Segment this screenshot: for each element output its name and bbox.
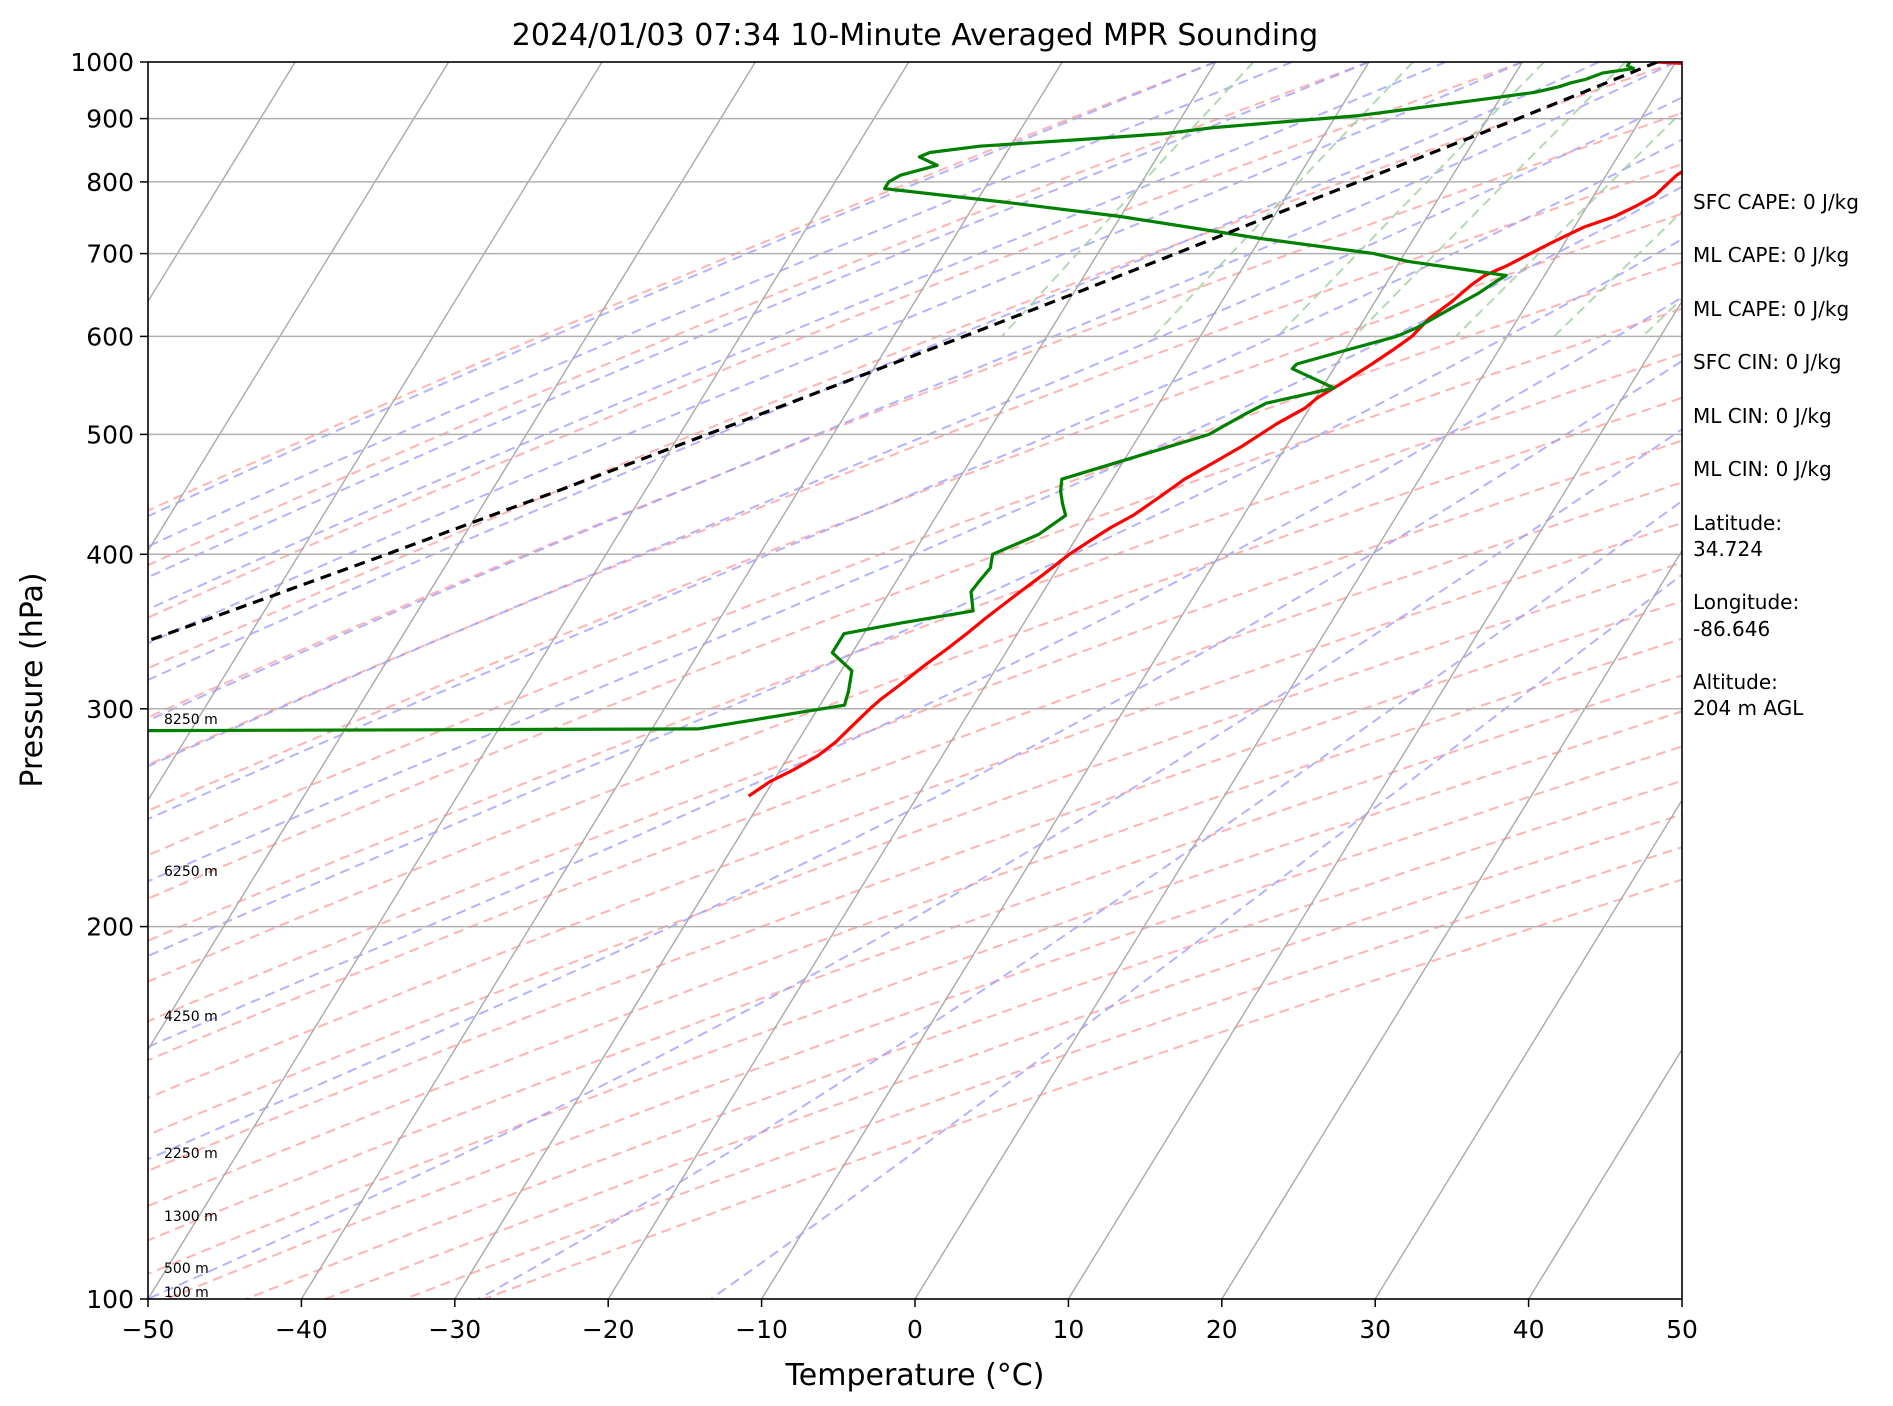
isotherm xyxy=(148,62,450,553)
height-label: 2250 m xyxy=(164,1146,218,1162)
isotherm xyxy=(148,62,603,802)
altitude-label: Altitude: xyxy=(1693,670,1778,694)
mixing-ratio-line xyxy=(1455,110,1682,338)
isotherm xyxy=(1067,299,1682,1299)
isotherm xyxy=(761,62,1523,1299)
isotherm xyxy=(1221,549,1682,1299)
chart-title: 2024/01/03 07:34 10-Minute Averaged MPR … xyxy=(512,18,1318,53)
dry-adiabat xyxy=(148,260,1682,857)
parcel-path-line xyxy=(148,62,1658,643)
moist-adiabat xyxy=(148,62,1600,682)
moist-adiabat xyxy=(148,238,1682,958)
temperature-line xyxy=(747,62,1682,798)
ml-cape-text-2: ML CAPE: 0 J/kg xyxy=(1693,297,1849,321)
moist-adiabat xyxy=(148,185,1682,883)
height-label: 8250 m xyxy=(164,712,218,728)
sfc-cin-text: SFC CIN: 0 J/kg xyxy=(1693,350,1841,374)
moist-adiabat xyxy=(148,138,1682,821)
moist-adiabat xyxy=(148,428,1682,1299)
sounding-info-panel: SFC CAPE: 0 J/kg ML CAPE: 0 J/kg ML CAPE… xyxy=(1693,190,1859,720)
isotherm xyxy=(148,62,756,1051)
dry-adiabat xyxy=(148,352,1682,942)
y-tick-label: 900 xyxy=(86,105,134,134)
moist-adiabat xyxy=(148,62,1216,518)
y-tick-label: 300 xyxy=(86,695,134,724)
moist-adiabat xyxy=(148,62,1293,548)
x-tick-label: 40 xyxy=(1513,1315,1545,1344)
y-tick-label: 800 xyxy=(86,168,134,197)
sounding-lines xyxy=(148,62,1682,798)
dry-adiabat xyxy=(148,62,1370,567)
mixing-ratio-line xyxy=(1553,210,1682,338)
isotherm xyxy=(300,62,1063,1299)
y-tick-label: 500 xyxy=(86,420,134,449)
x-tick-label: −10 xyxy=(735,1315,788,1344)
x-tick-label: 30 xyxy=(1359,1315,1391,1344)
height-labels: 8250 m 6250 m 4250 m 2250 m 1300 m 500 m… xyxy=(164,712,218,1301)
isotherm xyxy=(1528,1048,1682,1299)
ml-cape-text: ML CAPE: 0 J/kg xyxy=(1693,243,1849,267)
dewpoint-line xyxy=(148,62,1636,733)
y-tick-label: 700 xyxy=(86,240,134,269)
isotherm xyxy=(607,62,1370,1299)
x-tick-label: −20 xyxy=(582,1315,635,1344)
ml-cin-text-2: ML CIN: 0 J/kg xyxy=(1693,457,1832,481)
altitude-value: 204 m AGL xyxy=(1693,696,1804,720)
height-label: 6250 m xyxy=(164,864,218,880)
x-tick-label: −50 xyxy=(122,1315,175,1344)
latitude-label: Latitude: xyxy=(1693,511,1782,535)
y-tick-label: 200 xyxy=(86,913,134,942)
height-label: 500 m xyxy=(164,1261,209,1277)
moist-adiabat xyxy=(148,296,1682,1049)
pressure-gridlines xyxy=(148,117,1682,928)
ml-cin-text: ML CIN: 0 J/kg xyxy=(1693,404,1832,428)
dry-adiabat xyxy=(148,396,1682,983)
moist-adiabat xyxy=(710,573,1682,1299)
isotherm xyxy=(454,62,1217,1299)
dry-adiabat xyxy=(148,62,1677,670)
moist-adiabat xyxy=(148,96,1682,768)
height-label: 100 m xyxy=(164,1285,209,1301)
moist-adiabat xyxy=(148,62,1523,645)
isotherm xyxy=(148,62,910,1299)
isotherm xyxy=(914,62,1677,1299)
moist-adiabat xyxy=(148,62,1370,579)
y-tick-label: 100 xyxy=(86,1285,134,1314)
x-tick-label: −40 xyxy=(275,1315,328,1344)
isotherm xyxy=(1374,798,1682,1299)
longitude-label: Longitude: xyxy=(1693,590,1799,614)
y-axis-label: Pressure (hPa) xyxy=(15,572,50,787)
x-axis-ticks: −50 −40 −30 −20 −10 0 10 20 30 40 50 xyxy=(122,1299,1698,1344)
y-tick-label: 400 xyxy=(86,540,134,569)
x-axis-label: Temperature (°C) xyxy=(785,1358,1045,1393)
longitude-value: -86.646 xyxy=(1693,617,1770,641)
dry-adiabat xyxy=(148,212,1682,812)
x-tick-label: 0 xyxy=(907,1315,923,1344)
y-tick-label: 1000 xyxy=(70,48,134,77)
dry-adiabat xyxy=(148,307,1682,900)
x-tick-label: 50 xyxy=(1666,1315,1698,1344)
height-label: 4250 m xyxy=(164,1009,218,1025)
latitude-value: 34.724 xyxy=(1693,537,1763,561)
x-tick-label: −30 xyxy=(428,1315,481,1344)
y-tick-label: 600 xyxy=(86,322,134,351)
x-tick-label: 10 xyxy=(1052,1315,1084,1344)
isotherm xyxy=(148,62,296,303)
sfc-cape-text: SFC CAPE: 0 J/kg xyxy=(1693,190,1859,214)
moist-adiabat xyxy=(148,62,1447,611)
y-axis-ticks: 100 200 300 400 500 600 700 800 900 1000 xyxy=(70,48,148,1314)
height-label: 1300 m xyxy=(164,1209,218,1225)
moist-adiabat xyxy=(148,359,1682,1161)
dry-adiabat xyxy=(148,111,1682,719)
moist-adiabat xyxy=(148,62,1677,722)
x-tick-label: 20 xyxy=(1206,1315,1238,1344)
